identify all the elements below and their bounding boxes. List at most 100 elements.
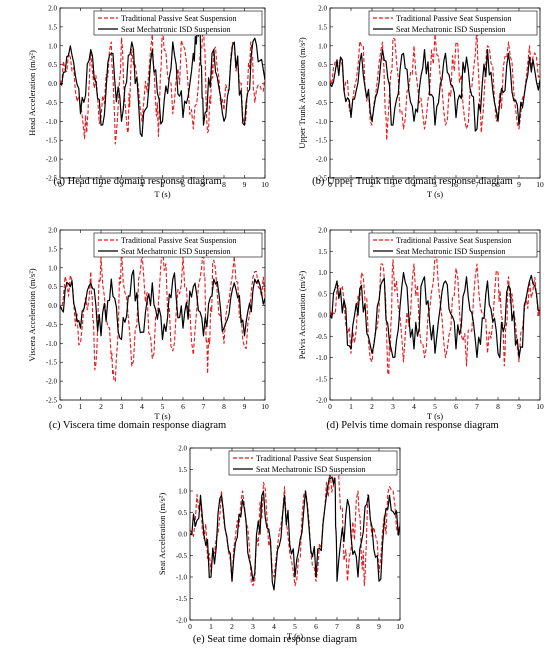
x-tick-label: 7: [475, 402, 479, 411]
x-tick-label: 7: [475, 180, 479, 189]
y-tick-label: 0.5: [48, 283, 57, 291]
y-tick-label: 2.0: [48, 227, 57, 235]
x-tick-label: 7: [335, 622, 339, 631]
y-tick-label: 0.5: [318, 290, 327, 298]
y-axis-label: Head Acceleration (m/s²): [27, 50, 37, 136]
legend-label-traditional: Traditional Passive Seat Suspension: [396, 14, 511, 23]
x-tick-label: 1: [349, 402, 353, 411]
chart-caption-a: (a) Head time domain response diagram: [53, 176, 222, 187]
y-tick-label: 1.5: [48, 23, 57, 31]
x-tick-label: 0: [58, 180, 62, 189]
x-tick-label: 3: [391, 180, 395, 189]
x-tick-label: 3: [251, 622, 255, 631]
y-tick-label: -2.5: [316, 175, 328, 183]
y-tick-label: 1.5: [318, 248, 327, 256]
x-tick-label: 5: [433, 402, 437, 411]
chart-panel-e: -2.0 -1.5 -1.0 -0.5 0.0 0.5 1.0 1.5 2.0 0 1 2 3 4 5 6 7 8…: [135, 440, 415, 652]
x-tick-label: 6: [181, 402, 185, 411]
x-tick-label: 3: [120, 402, 124, 411]
y-tick-label: -1.5: [176, 595, 188, 603]
x-tick-label: 2: [99, 180, 103, 189]
x-tick-label: 3: [391, 402, 395, 411]
x-axis-label: T (s): [154, 189, 170, 199]
x-tick-label: 10: [261, 180, 269, 189]
y-tick-label: -1.5: [46, 359, 58, 367]
y-tick-label: -0.5: [46, 321, 58, 329]
x-tick-label: 1: [79, 180, 83, 189]
x-tick-label: 2: [370, 180, 374, 189]
y-tick-label: -1.0: [46, 118, 58, 126]
x-axis-label: T (s): [427, 189, 443, 199]
x-tick-label: 8: [222, 402, 226, 411]
y-tick-label: 1.5: [48, 245, 57, 253]
x-tick-label: 1: [209, 622, 213, 631]
chart-svg-d: -2.0 -1.5 -1.0 -0.5 0.0 0.5 1.0 1.5 2.0 0 1 2 3 4 5 6 7 8…: [297, 227, 544, 422]
x-tick-label: 5: [161, 402, 165, 411]
series-line-traditional: [190, 466, 400, 587]
legend-box: [368, 10, 538, 36]
x-tick-label: 0: [188, 622, 192, 631]
series-line-isd: [60, 269, 265, 341]
x-tick-label: 8: [356, 622, 360, 631]
x-tick-label: 1: [79, 402, 83, 411]
x-tick-label: 6: [454, 180, 458, 189]
chart-svg-b: -2.5 -2.0 -1.5 -1.0 -0.5 0.0 0.5 1.0 1.5 2.0 0 1 2 3 4…: [297, 5, 544, 200]
y-tick-label: -0.5: [46, 99, 58, 107]
x-tick-label: 9: [243, 402, 247, 411]
chart-caption-b: (b) Upper Trunk time domain response dia…: [312, 176, 513, 187]
x-tick-label: 0: [328, 180, 332, 189]
x-tick-label: 9: [377, 622, 381, 631]
y-tick-label: 1.0: [48, 264, 57, 272]
x-tick-label: 2: [99, 402, 103, 411]
y-tick-label: -2.0: [176, 617, 188, 625]
y-tick-label: 0.0: [318, 80, 327, 88]
legend-box: [93, 232, 263, 258]
y-tick-label: 0.5: [318, 61, 327, 69]
y-tick-label: -1.0: [176, 574, 188, 582]
x-tick-label: 6: [181, 180, 185, 189]
x-tick-label: 5: [293, 622, 297, 631]
y-tick-label: 1.5: [178, 466, 187, 474]
x-tick-label: 2: [230, 622, 234, 631]
y-axis-label: Seat Acceleration (m/s²): [157, 493, 167, 575]
x-tick-label: 4: [140, 180, 144, 189]
chart-svg-e: -2.0 -1.5 -1.0 -0.5 0.0 0.5 1.0 1.5 2.0 0 1 2 3 4 5 6 7 8…: [157, 445, 404, 642]
y-tick-label: 0.0: [48, 80, 57, 88]
y-tick-label: 0.0: [178, 531, 187, 539]
x-tick-label: 10: [536, 402, 544, 411]
x-tick-label: 7: [202, 402, 206, 411]
chart-panel-a: -2.5 -2.0 -1.5 -1.0 -0.5 0.0 0.5 1.0 1.5 2.0 0 1 2 3 4…: [0, 0, 275, 200]
series-line-traditional: [60, 15, 265, 145]
legend-box: [228, 450, 398, 476]
x-tick-label: 5: [433, 180, 437, 189]
y-tick-label: -1.5: [316, 375, 328, 383]
chart-panel-b: -2.5 -2.0 -1.5 -1.0 -0.5 0.0 0.5 1.0 1.5 2.0 0 1 2 3 4…: [275, 0, 550, 200]
legend-label-traditional: Traditional Passive Seat Suspension: [121, 14, 236, 23]
chart-panel-d: -2.0 -1.5 -1.0 -0.5 0.0 0.5 1.0 1.5 2.0 0 1 2 3 4 5 6 7 8…: [275, 222, 550, 438]
legend-label-isd: Seat Mechatronic ISD Suspension: [121, 247, 231, 256]
y-tick-label: -2.0: [46, 378, 58, 386]
legend-label-isd: Seat Mechatronic ISD Suspension: [256, 465, 366, 474]
x-axis-label: T (s): [427, 411, 443, 421]
y-tick-label: -2.5: [46, 175, 58, 183]
legend-label-traditional: Traditional Passive Seat Suspension: [121, 236, 236, 245]
x-tick-label: 9: [517, 180, 521, 189]
legend-label-isd: Seat Mechatronic ISD Suspension: [121, 25, 231, 34]
y-axis-label: Viscera Acceleration (m/s²): [27, 268, 37, 361]
x-tick-label: 6: [314, 622, 318, 631]
x-tick-label: 9: [517, 402, 521, 411]
y-tick-label: 0.5: [178, 509, 187, 517]
legend-box: [368, 232, 538, 258]
x-tick-label: 10: [396, 622, 404, 631]
y-tick-label: -1.5: [316, 137, 328, 145]
y-tick-label: 1.5: [318, 23, 327, 31]
y-tick-label: 1.0: [318, 269, 327, 277]
legend-label-isd: Seat Mechatronic ISD Suspension: [396, 25, 506, 34]
y-tick-label: 1.0: [48, 42, 57, 50]
chart-svg-a: -2.5 -2.0 -1.5 -1.0 -0.5 0.0 0.5 1.0 1.5 2.0 0 1 2 3 4…: [27, 5, 269, 200]
y-tick-label: 0.5: [48, 61, 57, 69]
y-tick-label: 2.0: [318, 5, 327, 13]
x-tick-label: 8: [496, 402, 500, 411]
series-line-isd: [330, 271, 540, 359]
